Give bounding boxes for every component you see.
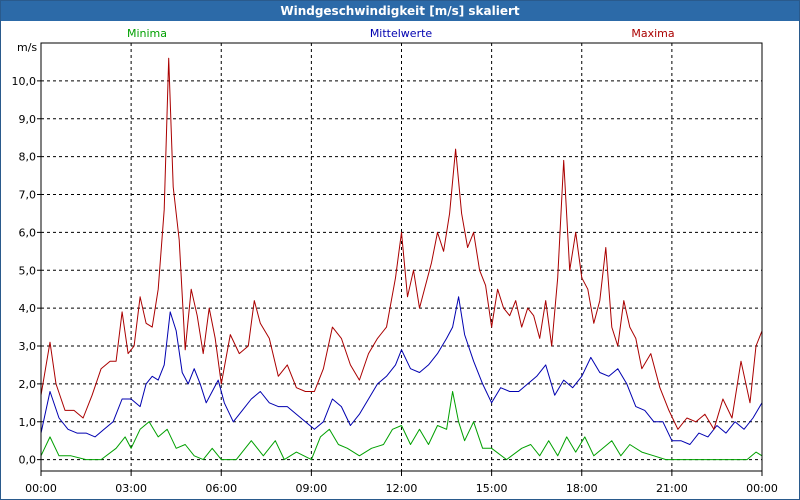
x-tick-date-0: 14.01.15 [17,497,66,499]
series-lines [40,57,763,461]
legend-minima: Minima [127,27,167,40]
y-tick-label-2: 2,0 [19,378,37,391]
y-tick-label-10: 10,0 [12,75,37,88]
x-tick-date-4: 14.01.15 [377,497,426,499]
x-tick-time-6: 18:00 [566,482,598,495]
legend-mittelwerte: Mittelwerte [370,27,433,40]
window-title: Windgeschwindigkeit [m/s] skaliert [1,1,799,21]
grid [41,43,762,471]
x-tick-time-8: 00:00 [746,482,778,495]
x-tick-date-2: 14.01.15 [197,497,246,499]
x-tick-date-8: 15.01.15 [738,497,787,499]
wind-speed-chart: m/s 0,0 1,0 2,0 3,0 4,0 5,0 6,0 7,0 8,0 9,0 10,0 0… [12,27,787,499]
x-tick-time-2: 06:00 [205,482,237,495]
x-tick-time-0: 00:00 [25,482,57,495]
x-tick-date-5: 14.01.15 [467,497,516,499]
series-line-maxima [40,57,763,430]
y-tick-label-6: 6,0 [19,226,37,239]
x-tick-date-6: 14.01.15 [557,497,606,499]
y-tick-label-4: 4,0 [19,302,37,315]
x-tick-date-3: 14.01.15 [287,497,336,499]
y-tick-label-9: 9,0 [19,113,37,126]
x-tick-time-7: 21:00 [656,482,688,495]
x-tick-time-1: 03:00 [115,482,147,495]
plot-frame [40,42,763,472]
series-line-mittelwerte [40,296,763,445]
x-tick-date-1: 14.01.15 [107,497,156,499]
x-tick-time-5: 15:00 [476,482,508,495]
y-tick-label-8: 8,0 [19,151,37,164]
x-tick-time-4: 12:00 [386,482,418,495]
y-tick-label-0: 0,0 [19,454,37,467]
y-tick-label-5: 5,0 [19,264,37,277]
x-tick-date-7: 14.01.15 [647,497,696,499]
legend: Minima Mittelwerte Maxima [127,27,675,40]
y-tick-label-3: 3,0 [19,340,37,353]
y-axis-ticks: 0,0 1,0 2,0 3,0 4,0 5,0 6,0 7,0 8,0 9,0 10,0 [12,75,41,467]
y-axis-unit-label: m/s [17,41,37,54]
legend-maxima: Maxima [631,27,674,40]
y-tick-label-7: 7,0 [19,189,37,202]
x-axis-ticks: 00:00 14.01.15 03:00 14.01.15 06:00 14.01.15 0… [17,471,787,499]
series-line-minima [40,391,763,461]
y-tick-label-1: 1,0 [19,416,37,429]
x-tick-time-3: 09:00 [296,482,328,495]
